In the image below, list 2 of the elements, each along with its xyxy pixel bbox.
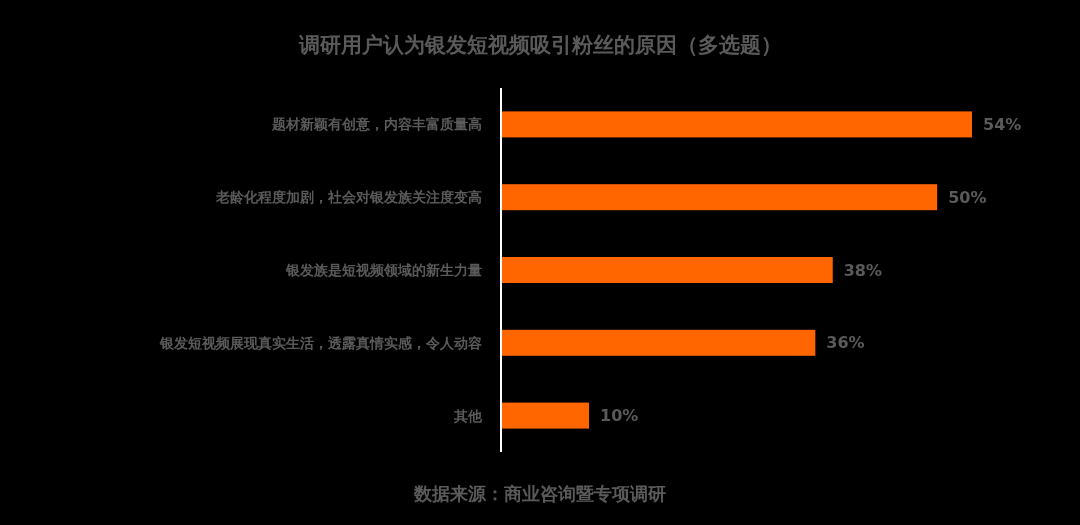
title: 调研用户认为银发短视频吸引粉丝的原因（多选题） (298, 33, 782, 57)
annotation: 数据来源：商业咨询暨专项调研 (414, 482, 666, 504)
